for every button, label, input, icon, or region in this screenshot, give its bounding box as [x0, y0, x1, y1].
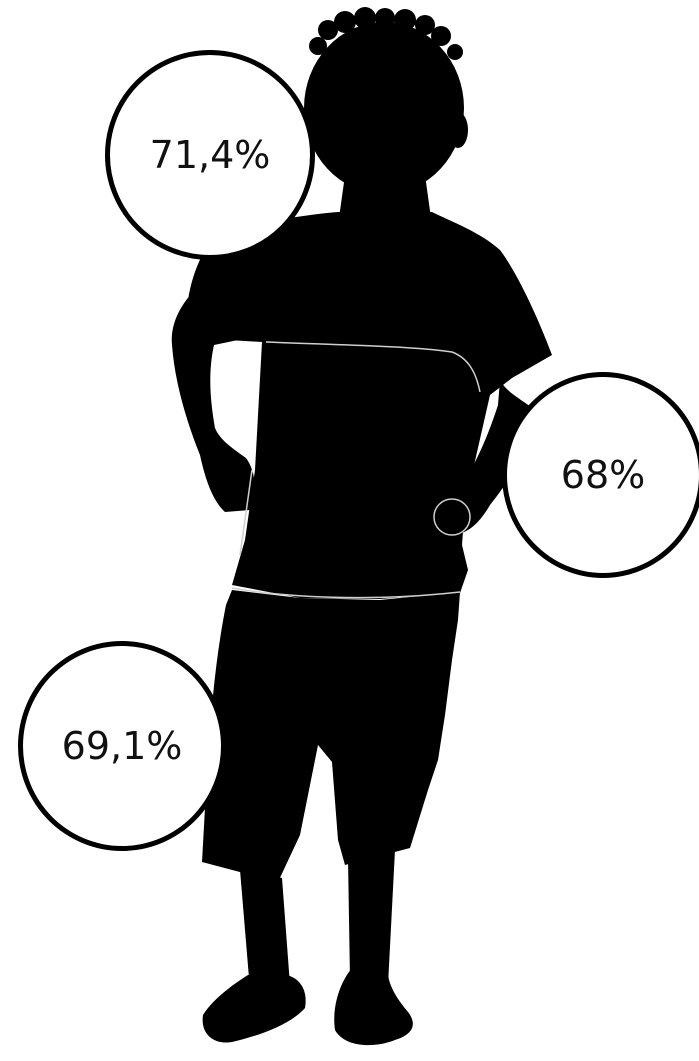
legs-percentage-label: 69,1%: [61, 724, 183, 768]
hair: [309, 7, 463, 60]
head-percentage-label: 71,4%: [149, 133, 271, 177]
arm-left: [171, 290, 255, 512]
head-percentage-circle: 71,4%: [105, 50, 315, 260]
head-segment-line: [265, 341, 481, 393]
head: [304, 22, 464, 194]
legs-percentage-circle: 69,1%: [18, 641, 226, 851]
hip-segment-line: [231, 587, 461, 599]
shorts: [202, 590, 460, 882]
shoe-right: [334, 968, 413, 1046]
leg-left: [240, 870, 290, 998]
hand-outline: [433, 498, 471, 536]
arm-right: [433, 380, 540, 535]
trunk-percentage-label: 68%: [560, 453, 646, 497]
trunk-left-line: [239, 469, 253, 556]
trunk-percentage-circle: 68%: [502, 372, 699, 578]
shoe-left: [202, 975, 306, 1043]
leg-right: [348, 850, 395, 992]
